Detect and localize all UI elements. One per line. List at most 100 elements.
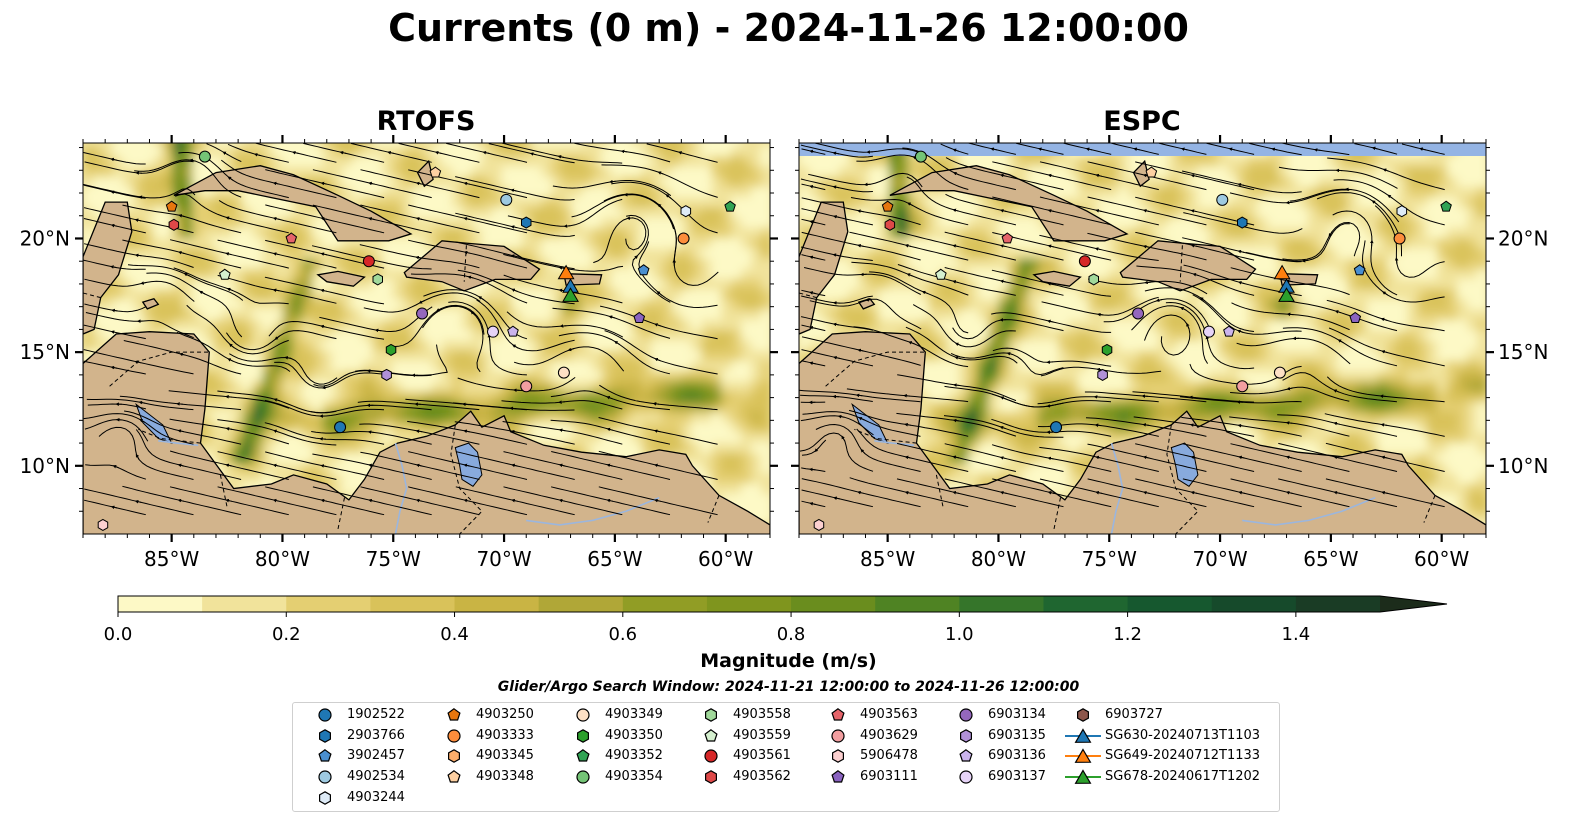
magnitude-cell (372, 288, 384, 300)
magnitude-cell (1108, 298, 1120, 310)
magnitude-cell (1118, 411, 1130, 423)
magnitude-cell (938, 186, 950, 198)
streamline-arrow (415, 217, 423, 221)
magnitude-cell (422, 298, 434, 310)
magnitude-cell (671, 227, 683, 239)
magnitude-cell (858, 176, 870, 187)
magnitude-cell (1267, 431, 1279, 443)
magnitude-cell (1217, 288, 1229, 300)
magnitude-cell (1038, 165, 1050, 177)
magnitude-cell (1018, 441, 1030, 453)
magnitude-cell (222, 298, 234, 310)
magnitude-cell (1217, 206, 1229, 218)
magnitude-cell (721, 227, 733, 239)
magnitude-cell (481, 155, 493, 167)
magnitude-cell (93, 145, 104, 157)
magnitude-cell (621, 431, 633, 443)
magnitude-cell (1158, 176, 1169, 187)
magnitude-cell (302, 308, 314, 320)
magnitude-cell (1028, 472, 1040, 484)
streamline-arrow (134, 253, 142, 258)
magnitude-cell (948, 360, 960, 372)
streamline-arrow (225, 498, 232, 503)
streamline-arrow (512, 344, 519, 349)
magnitude-cell (701, 278, 713, 290)
magnitude-cell (1247, 206, 1259, 218)
magnitude-cell (581, 441, 593, 453)
magnitude-cell (1257, 380, 1269, 392)
magnitude-cell (671, 298, 683, 310)
magnitude-cell (491, 319, 503, 331)
magnitude-cell (362, 370, 374, 382)
magnitude-cell (531, 329, 543, 341)
magnitude-cell (242, 257, 254, 269)
magnitude-cell (631, 319, 643, 331)
magnitude-cell (721, 237, 733, 249)
magnitude-cell (352, 329, 364, 341)
magnitude-cell (1098, 390, 1110, 402)
magnitude-cell (501, 360, 513, 372)
streamline-arrow (654, 357, 661, 362)
streamline-arrow (665, 194, 672, 199)
magnitude-cell (571, 390, 583, 402)
magnitude-cell (1187, 339, 1199, 351)
magnitude-cell (1058, 308, 1070, 320)
magnitude-cell (372, 145, 384, 157)
magnitude-cell (611, 247, 623, 259)
magnitude-cell (541, 421, 553, 433)
magnitude-cell (392, 216, 404, 228)
magnitude-cell (252, 216, 264, 228)
magnitude-cell (521, 227, 533, 239)
magnitude-cell (1038, 319, 1050, 331)
magnitude-cell (701, 431, 713, 443)
streamline-arrow (463, 217, 471, 221)
magnitude-cell (332, 176, 344, 187)
magnitude-cell (302, 462, 314, 474)
magnitude-cell (741, 401, 753, 412)
magnitude-cell (701, 196, 713, 208)
magnitude-cell (1068, 319, 1080, 331)
magnitude-cell (252, 441, 264, 453)
magnitude-cell (1018, 319, 1030, 331)
magnitude-cell (462, 390, 473, 402)
magnitude-cell (848, 227, 860, 239)
magnitude-cell (701, 247, 713, 259)
magnitude-cell (988, 319, 1000, 331)
magnitude-cell (711, 257, 723, 269)
magnitude-cell (452, 411, 463, 423)
magnitude-cell (412, 339, 424, 351)
magnitude-cell (402, 319, 414, 331)
magnitude-cell (83, 143, 94, 146)
magnitude-cell (571, 165, 583, 177)
magnitude-cell (958, 401, 970, 412)
magnitude-cell (202, 411, 214, 423)
magnitude-cell (928, 268, 940, 279)
magnitude-cell (322, 145, 334, 157)
magnitude-cell (571, 176, 583, 187)
streamlines (83, 143, 719, 516)
magnitude-cell (272, 390, 284, 402)
magnitude-cell (272, 380, 284, 392)
magnitude-cell (1138, 319, 1150, 331)
magnitude-cell (711, 216, 723, 228)
magnitude-cell (1227, 237, 1239, 249)
magnitude-cell (471, 288, 483, 300)
streamline-arrow (367, 430, 375, 434)
magnitude-cell (978, 155, 990, 167)
magnitude-cell (392, 360, 404, 372)
magnitude-cell (122, 155, 134, 167)
streamline-arrow (134, 499, 142, 504)
magnitude-cell (511, 308, 523, 320)
magnitude-cell (541, 349, 553, 361)
magnitude-cell (1058, 155, 1070, 167)
magnitude-cell (212, 155, 224, 167)
magnitude-cell (491, 288, 503, 300)
magnitude-cell (372, 380, 384, 392)
streamline-arrow (614, 340, 620, 346)
magnitude-cell (621, 186, 633, 198)
magnitude-cell (1008, 360, 1020, 372)
magnitude-cell (282, 155, 294, 167)
magnitude-cell (761, 360, 770, 372)
magnitude-cell (1118, 206, 1130, 218)
magnitude-cell (898, 308, 910, 320)
